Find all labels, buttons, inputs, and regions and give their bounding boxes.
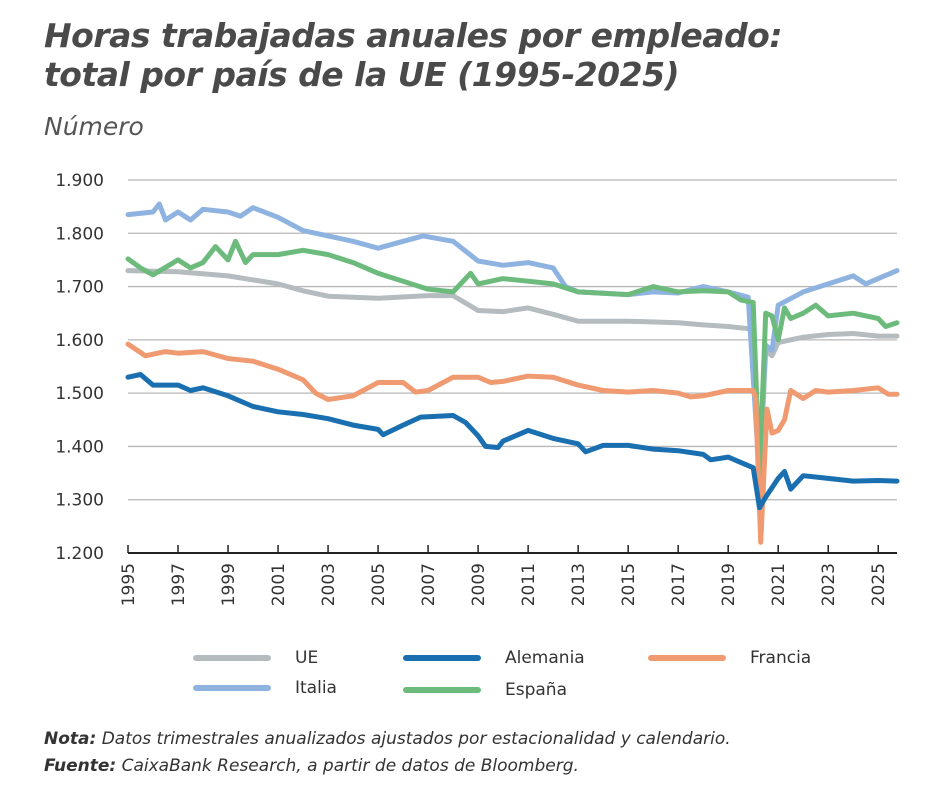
x-tick-label: 2003 [319, 563, 339, 606]
y-tick-label: 1.800 [55, 224, 104, 244]
x-tick-label: 2005 [369, 563, 389, 606]
legend-item-alemania: Alemania [403, 648, 585, 668]
legend-item-francia: Francia [648, 648, 811, 668]
chart-title: Horas trabajadas anuales por empleado: t… [44, 16, 783, 94]
x-tick-label: 2023 [819, 563, 839, 606]
series-line-francia [125, 341, 900, 545]
note-text: Datos trimestrales anualizados ajustados… [96, 729, 731, 749]
x-tick-label: 2001 [269, 563, 289, 606]
title-line-2: total por país de la UE (1995-2025) [44, 55, 680, 94]
x-tick-label: 2009 [469, 563, 489, 606]
legend-label: España [505, 680, 567, 700]
legend-swatch [193, 655, 271, 661]
x-tick-label: 2021 [769, 563, 789, 606]
y-tick-label: 1.700 [55, 278, 104, 298]
source-label: Fuente: [44, 756, 117, 776]
x-tick-label: 2015 [619, 563, 639, 606]
note-line: Nota: Datos trimestrales anualizados aju… [44, 726, 731, 753]
x-tick-label: 2013 [569, 563, 589, 606]
legend-item-italia: Italia [193, 678, 337, 698]
legend-label: UE [295, 648, 319, 668]
y-tick-label: 1.900 [55, 171, 104, 191]
source-line: Fuente: CaixaBank Research, a partir de … [44, 753, 731, 780]
legend-swatch [403, 655, 481, 661]
line-chart: 1.200 1.300 1.400 1.500 1.600 1.700 1.800 1.900… [55, 171, 900, 606]
legend-label: Francia [750, 648, 812, 668]
notes: Nota: Datos trimestrales anualizados aju… [44, 726, 731, 780]
y-tick-label: 1.500 [55, 384, 104, 404]
x-tick-label: 2011 [519, 563, 539, 606]
chart-subtitle: Número [44, 112, 144, 141]
x-tick-label: 2019 [719, 563, 739, 606]
series-line-españa [125, 238, 900, 479]
y-tick-label: 1.200 [55, 544, 104, 564]
legend-swatch [648, 655, 726, 661]
legend-swatch [193, 685, 271, 691]
legend-item-ue: UE [193, 648, 318, 668]
x-tick-label: 2007 [419, 563, 439, 606]
legend-label: Italia [295, 678, 337, 698]
y-tick-label: 1.300 [55, 491, 104, 511]
legend-swatch [403, 687, 481, 693]
source-text: CaixaBank Research, a partir de datos de… [116, 756, 579, 776]
legend-label: Alemania [505, 648, 585, 668]
x-tick-label: 1995 [119, 563, 139, 606]
x-tick-label: 1999 [219, 563, 239, 606]
note-label: Nota: [44, 729, 97, 749]
y-tick-label: 1.400 [55, 437, 104, 457]
x-tick-label: 2025 [869, 563, 889, 606]
title-line-1: Horas trabajadas anuales por empleado: [44, 16, 783, 55]
series-line-ue [125, 268, 900, 481]
x-tick-label: 2017 [669, 563, 689, 606]
legend-item-españa: España [403, 680, 567, 700]
y-tick-label: 1.600 [55, 331, 104, 351]
x-tick-label: 1997 [169, 563, 189, 606]
series-line-alemania [125, 372, 900, 511]
